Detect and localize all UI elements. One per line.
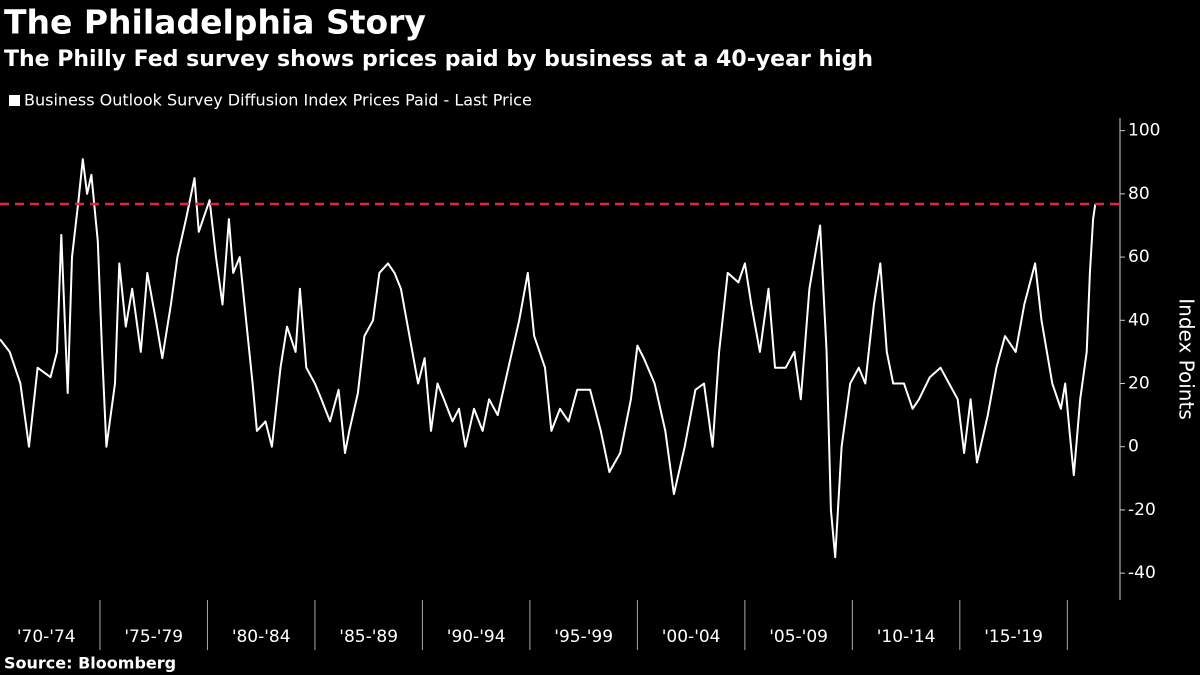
chart-subtitle: The Philly Fed survey shows prices paid … <box>4 47 873 72</box>
y-tick-label: 0 <box>1128 437 1139 457</box>
x-tick-label: '05-'09 <box>769 627 828 647</box>
y-tick-label: 100 <box>1128 121 1160 141</box>
x-tick-label: '90-'94 <box>447 627 506 647</box>
x-tick-label: '85-'89 <box>339 627 398 647</box>
legend-swatch <box>9 95 20 106</box>
legend-label: Business Outlook Survey Diffusion Index … <box>24 91 532 110</box>
series-line <box>0 158 1097 559</box>
x-tick-label: '00-'04 <box>662 627 721 647</box>
y-tick-label: -40 <box>1128 563 1156 583</box>
x-tick-label: '75-'79 <box>124 627 183 647</box>
y-axis-label: Index Points <box>1175 298 1199 420</box>
x-tick-label: '80-'84 <box>232 627 291 647</box>
source: Source: Bloomberg <box>4 654 176 673</box>
y-tick-label: 20 <box>1128 373 1150 393</box>
x-tick-label: '10-'14 <box>877 627 936 647</box>
y-tick-label: 80 <box>1128 184 1150 204</box>
x-tick-label: '15-'19 <box>984 627 1043 647</box>
y-tick-label: 60 <box>1128 247 1150 267</box>
y-tick-label: -20 <box>1128 500 1156 520</box>
x-tick-label: '70-'74 <box>17 627 76 647</box>
chart-title: The Philadelphia Story <box>4 3 426 42</box>
x-tick-label: '95-'99 <box>554 627 613 647</box>
y-tick-label: 40 <box>1128 310 1150 330</box>
